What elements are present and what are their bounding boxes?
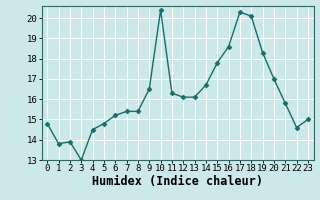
X-axis label: Humidex (Indice chaleur): Humidex (Indice chaleur) [92, 175, 263, 188]
